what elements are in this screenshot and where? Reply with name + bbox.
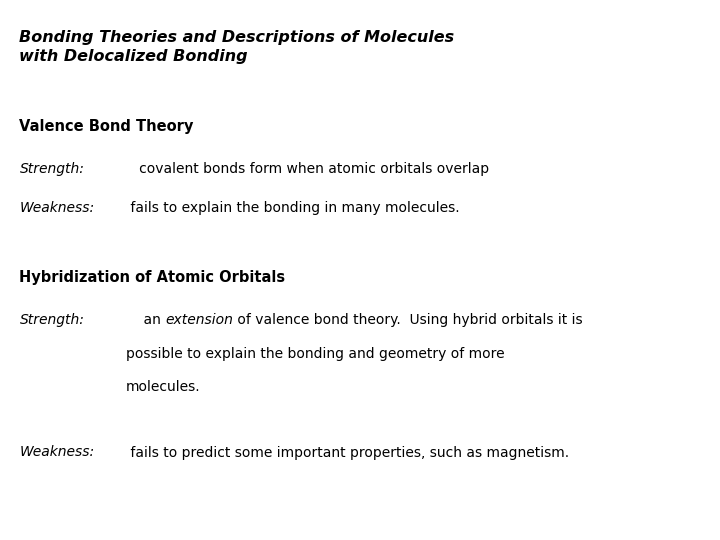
Text: Valence Bond Theory: Valence Bond Theory [19,119,194,134]
Text: covalent bonds form when atomic orbitals overlap: covalent bonds form when atomic orbitals… [126,162,489,176]
Text: fails to predict some important properties, such as magnetism.: fails to predict some important properti… [126,446,569,460]
Text: an: an [126,313,166,327]
Text: fails to explain the bonding in many molecules.: fails to explain the bonding in many mol… [126,201,459,215]
Text: Bonding Theories and Descriptions of Molecules
with Delocalized Bonding: Bonding Theories and Descriptions of Mol… [19,30,454,64]
Text: Strength:: Strength: [19,313,84,327]
Text: possible to explain the bonding and geometry of more: possible to explain the bonding and geom… [126,347,505,361]
Text: Strength:: Strength: [19,162,84,176]
Text: extension: extension [166,313,233,327]
Text: Weakness:: Weakness: [19,201,94,215]
Text: of valence bond theory.  Using hybrid orbitals it is: of valence bond theory. Using hybrid orb… [233,313,582,327]
Text: Hybridization of Atomic Orbitals: Hybridization of Atomic Orbitals [19,270,286,285]
Text: molecules.: molecules. [126,380,201,394]
Text: Weakness:: Weakness: [19,446,94,460]
